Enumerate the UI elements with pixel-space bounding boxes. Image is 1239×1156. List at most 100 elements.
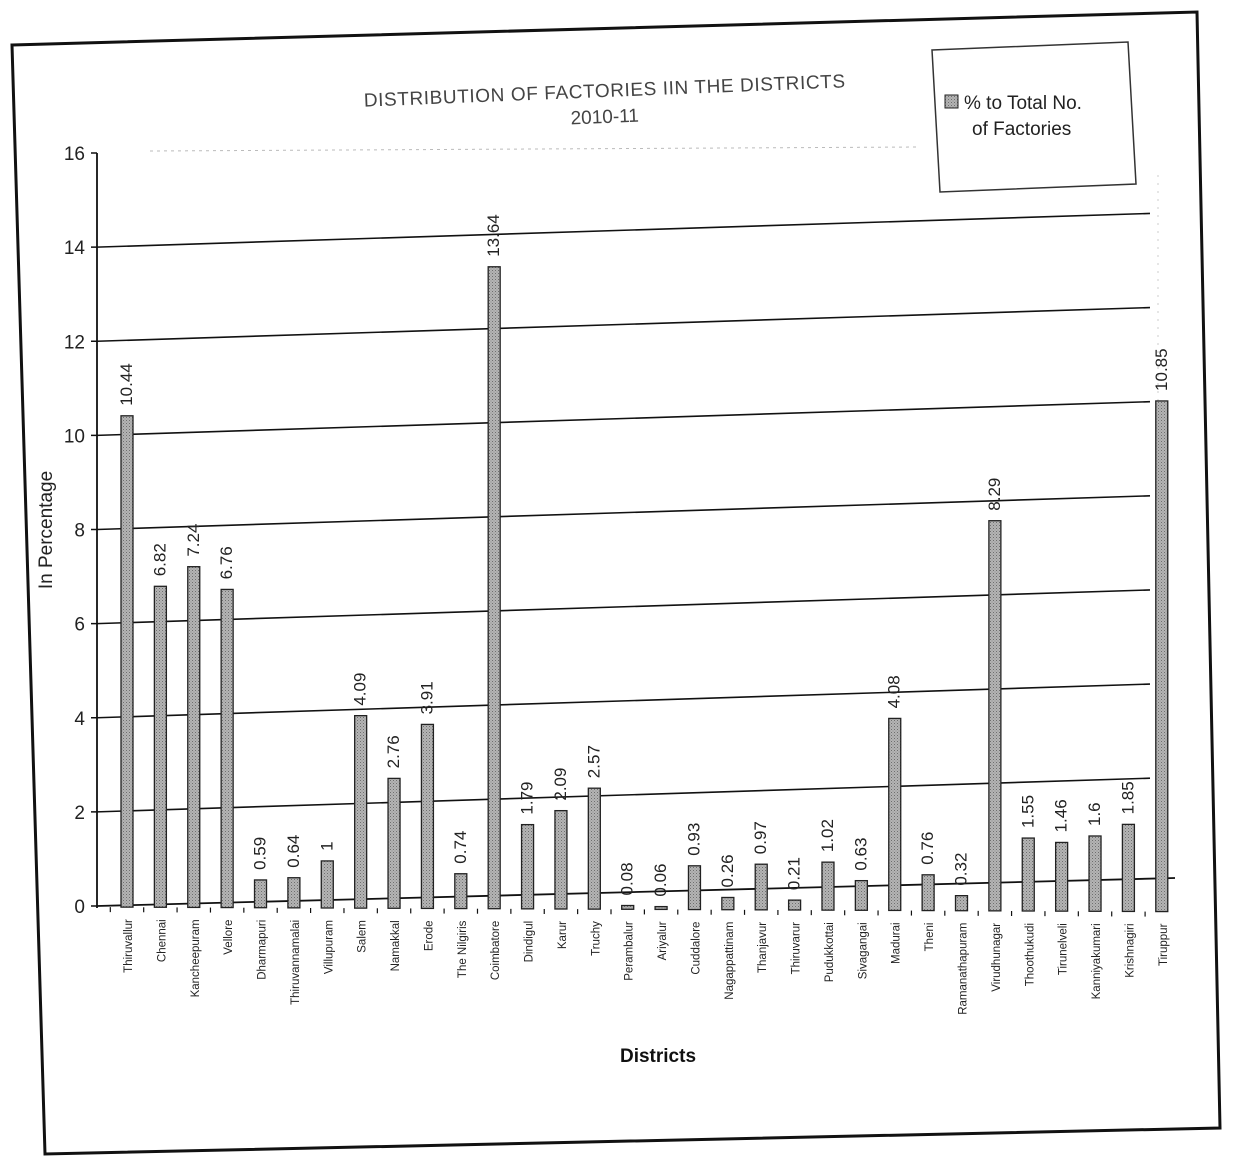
chart-subtitle: 2010-11 <box>570 106 639 130</box>
bar <box>1021 837 1035 912</box>
data-label: 0.06 <box>651 864 670 897</box>
x-tick-label: Cuddalore <box>690 922 702 975</box>
bar <box>354 714 368 909</box>
legend-entry-line: % to Total No. <box>964 93 1082 114</box>
bar <box>587 787 601 910</box>
bar <box>621 904 635 910</box>
x-tick-label: Kancheepuram <box>190 919 202 997</box>
data-label: 2.57 <box>584 745 603 778</box>
bar <box>153 585 168 908</box>
gridline <box>96 212 1151 248</box>
gridline <box>96 495 1151 531</box>
bar <box>854 879 869 911</box>
data-label: 1.6 <box>1085 802 1104 826</box>
data-label: 3.91 <box>417 681 436 714</box>
bar <box>787 899 802 911</box>
y-tick-label: 6 <box>74 615 85 636</box>
bar <box>420 723 435 910</box>
x-tick-label: Dharmapuri <box>257 920 269 980</box>
x-tick-label: The Nilgiris <box>457 920 469 978</box>
bar <box>387 777 401 909</box>
bar <box>888 717 902 912</box>
data-label: 2.09 <box>551 768 570 801</box>
data-label: 4.09 <box>351 673 370 706</box>
x-tick-label: Chennai <box>156 919 168 962</box>
bar <box>654 905 668 911</box>
bar <box>320 860 334 909</box>
data-label: 10.85 <box>1152 348 1171 391</box>
x-tick-label: Tiruppur <box>1158 923 1170 966</box>
bar <box>253 879 268 909</box>
x-tick-label: Vellore <box>223 920 235 955</box>
data-label: 0.32 <box>952 853 971 886</box>
bar <box>1088 835 1102 912</box>
x-tick-label: Villupuram <box>323 920 335 974</box>
x-tick-label: Karur <box>557 921 569 949</box>
data-label: 1 <box>317 841 336 850</box>
bar <box>287 877 301 909</box>
chart-frame <box>10 10 1222 1156</box>
gridline <box>96 683 1151 719</box>
x-tick-label: Theni <box>924 923 936 952</box>
data-label: 0.64 <box>284 835 303 868</box>
x-tick-label: Dindigul <box>524 921 536 963</box>
bar <box>220 588 234 909</box>
x-tick-label: Namakkal <box>390 920 402 971</box>
x-ticks: Thiruvallur Chennai Kancheepuram Vellore Dha… <box>109 907 1170 1015</box>
y-tick-label: 8 <box>74 521 85 542</box>
x-tick-label: Coimbatore <box>490 921 502 980</box>
data-label: 7.24 <box>184 524 203 557</box>
x-tick-label: Truchy <box>590 921 602 956</box>
y-tick-label: 12 <box>64 332 85 353</box>
data-label: 0.21 <box>785 857 804 890</box>
bar <box>454 873 468 910</box>
gridlines <box>96 146 1151 813</box>
x-tick-label: Salem <box>357 920 369 953</box>
bar <box>554 809 568 910</box>
bar <box>487 266 501 910</box>
y-tick-label: 0 <box>74 897 85 918</box>
data-label: 1.85 <box>1118 781 1137 814</box>
data-label: 6.76 <box>217 546 236 579</box>
y-tick-label: 14 <box>64 238 86 259</box>
y-tick-label: 16 <box>64 144 85 165</box>
data-label: 0.63 <box>851 838 870 871</box>
bar <box>1155 400 1169 913</box>
data-label: 1.55 <box>1018 795 1037 828</box>
x-tick-label: Pudukkottai <box>824 922 836 982</box>
x-tick-label: Krishnagiri <box>1124 923 1136 977</box>
gridline <box>96 589 1151 625</box>
data-label: 6.82 <box>150 543 169 576</box>
x-tick-label: Thoothukudi <box>1024 923 1036 986</box>
x-tick-label: Perambalur <box>624 921 636 981</box>
y-tick-label: 4 <box>74 709 85 730</box>
gridline <box>149 146 921 152</box>
bar <box>520 823 535 910</box>
data-label: 8.29 <box>985 478 1004 511</box>
x-tick-label: Madurai <box>891 922 903 964</box>
x-tick-label: Ramanathapuram <box>958 923 970 1015</box>
x-tick-label: Sivagangai <box>857 922 869 979</box>
y-tick-label: 2 <box>74 803 85 824</box>
x-axis-label: Districts <box>620 1046 696 1067</box>
bar <box>687 865 702 911</box>
data-label: 0.93 <box>684 823 703 856</box>
y-axis-label: In Percentage <box>36 471 57 589</box>
legend-entry: % to Total No. of Factories <box>964 93 1082 140</box>
legend-entry-line: of Factories <box>972 119 1071 140</box>
x-tick-label: Thiruvarur <box>791 922 803 975</box>
data-label: 10.44 <box>117 363 136 406</box>
gridline <box>96 777 1151 813</box>
data-label: 0.59 <box>251 837 270 870</box>
legend-box <box>931 41 1137 193</box>
gridline <box>96 400 1151 437</box>
x-tick-label: Thiruvallur <box>123 919 135 973</box>
x-tick-label: Virudhunagar <box>991 923 1003 992</box>
data-label: 4.08 <box>885 675 904 708</box>
bar <box>721 896 735 911</box>
x-tick-label: Erode <box>423 920 435 951</box>
bar <box>120 415 134 908</box>
bar <box>954 895 969 912</box>
